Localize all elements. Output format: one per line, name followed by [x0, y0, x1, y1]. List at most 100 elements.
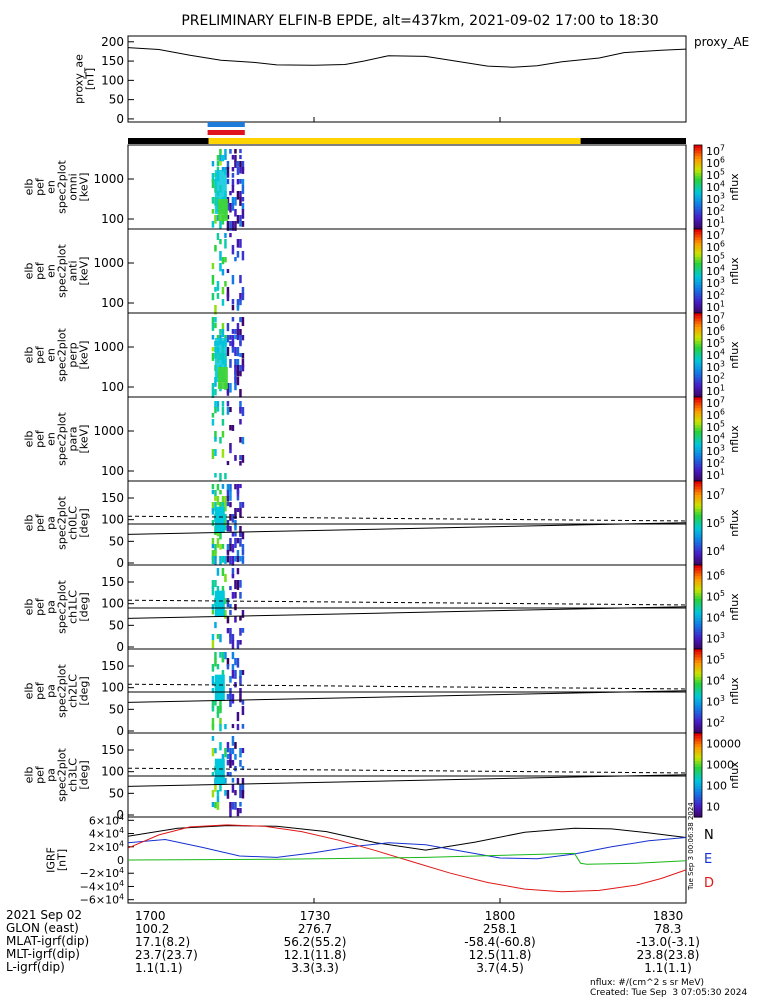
spectrogram-pixel: [211, 580, 215, 590]
spec-omni-colorbar-cell: [694, 156, 702, 160]
spectrogram-pixel: [214, 652, 217, 660]
spec-perp-colorbar-cell: [694, 371, 702, 376]
spec-para-colorbar-cell: [694, 467, 702, 471]
pa-ch3LC-colorbar-cell: [694, 758, 702, 762]
spec-perp-colorbar-cell: [694, 366, 702, 370]
spec-perp-colorbar-cell: [694, 318, 702, 322]
spectrogram-pixel: [239, 670, 242, 678]
spec-anti-colorbar-cell: [694, 307, 702, 311]
spec-anti-ylabel-3: spec2plot: [56, 244, 69, 298]
spec-anti-colorbar-cell: [694, 285, 702, 289]
spectrogram-pixel: [239, 461, 242, 466]
spec-anti-colorbar-cell: [694, 293, 702, 297]
spec-para-colorbar-cell: [694, 416, 702, 420]
pa-ch0LC-ytick-label: 150: [101, 491, 124, 505]
pa-ch0LC-colorbar-cell: [694, 553, 702, 558]
spec-omni-colorbar-cell: [694, 215, 702, 219]
spectrogram-pixel: [229, 538, 232, 545]
pa-ch2LC-colorbar-cell: [694, 665, 702, 670]
spec-perp-colorbar-tick: 107: [706, 312, 725, 326]
pa-ch1LC-colorbar-tick: 103: [706, 631, 725, 645]
spec-omni-colorbar-cell: [694, 184, 702, 188]
proxy-ae-ylabel-1: [nT]: [84, 68, 97, 90]
spec-omni-colorbar-cell: [694, 223, 702, 227]
proxy-ae-ytick-label: 50: [109, 93, 124, 107]
spectrogram-pixel: [239, 538, 242, 547]
spectrogram-pixel: [236, 508, 240, 513]
spectrogram-pixel: [226, 389, 230, 396]
igrf-ytick-label: −6×104: [80, 892, 124, 906]
spectrogram-pixel: [236, 323, 240, 331]
igrf-series-N: [127, 825, 687, 851]
created-timestamp: Created: Tue Sep 3 07:05:30 2024: [590, 988, 748, 998]
spectrogram-pixel: [239, 808, 242, 814]
spectrogram-pixel: [224, 520, 227, 530]
footer-row-2-value: 56.2(55.2): [284, 935, 347, 949]
spec-perp-colorbar-tick: 105: [706, 336, 725, 350]
spectrogram-pixel: [239, 179, 242, 184]
pa-ch2LC-ytick-label: 150: [101, 659, 124, 673]
pa-ch2LC-colorbar-tick: 105: [706, 652, 725, 666]
spectrogram-pixel: [234, 538, 237, 548]
spectrogram-pixel: [239, 640, 242, 645]
pa-ch0LC-colorbar-cell: [694, 495, 702, 499]
spectrogram-pixel: [234, 197, 237, 206]
pa-ch2LC-colorbar-cell: [694, 699, 702, 703]
spectrogram-pixel: [214, 449, 217, 456]
pa-ch1LC-colorbar-cell: [694, 565, 702, 569]
spec-perp-ylabel-5: [keV]: [78, 341, 91, 370]
pa-ch1LC-loss-cone-dashed: [127, 599, 687, 606]
spectrogram-pixel: [226, 550, 230, 556]
pa-ch1LC-colorbar-cell: [694, 593, 702, 597]
pa-ch2LC-colorbar-cell: [694, 651, 702, 656]
pa-ch2LC-colorbar-cell: [694, 649, 702, 653]
pa-ch3LC-colorbar-cell: [694, 738, 702, 742]
blue-marker: [207, 122, 245, 127]
spec-perp-colorbar-cell: [694, 327, 702, 331]
pa-ch3LC-ylabel-3: spec2plot: [56, 748, 69, 802]
pa-ch1LC-ytick-label: 100: [101, 597, 124, 611]
spectrogram-pixel: [211, 413, 215, 418]
spectrogram-pixel: [216, 155, 220, 161]
spectrogram-pixel: [216, 712, 220, 718]
spectrogram-pixel: [219, 742, 222, 751]
spectrogram-pixel: [211, 275, 215, 285]
spectrogram-pixel: [226, 215, 230, 220]
spectrogram-pixel: [241, 628, 245, 633]
spec-para-colorbar-cell: [694, 411, 702, 415]
spectrogram-pixel: [216, 664, 220, 670]
spectrogram-pixel: [239, 628, 242, 636]
spectrogram-pixel: [224, 233, 227, 238]
spectrogram-pixel: [219, 161, 222, 166]
pa-ch3LC-colorbar-cell: [694, 786, 702, 790]
spec-perp-colorbar-cell: [694, 360, 702, 364]
spectrogram-pixel: [234, 526, 237, 531]
spectrogram-pixel: [241, 221, 245, 227]
pa-ch3LC-colorbar-cell: [694, 803, 702, 807]
pa-ch1LC-colorbar-cell: [694, 590, 702, 594]
spec-para-ylabel-2: en: [45, 432, 58, 446]
pa-ch1LC-colorbar-cell: [694, 584, 702, 588]
spectrogram-pixel: [226, 694, 230, 700]
pa-ch2LC-ylabel-4: ch2LC: [67, 674, 80, 708]
spectrogram-pixel: [224, 257, 227, 263]
pa-ch0LC-colorbar-cell: [694, 537, 702, 541]
spec-omni-colorbar-cell: [694, 164, 702, 168]
spec-omni-ylabel-0: elb: [23, 179, 36, 196]
spectrogram-pixel: [219, 155, 222, 163]
spectrogram-pixel: [239, 784, 242, 792]
spec-omni-colorbar-cell: [694, 198, 702, 202]
pa-ch0LC-colorbar-cell: [694, 562, 702, 566]
spectrogram-pixel: [229, 700, 232, 708]
spec-para-colorbar-cell: [694, 441, 702, 446]
spectrogram-pixel: [231, 748, 235, 755]
spec-omni-colorbar-cell: [694, 181, 702, 185]
spectrogram-pixel: [239, 155, 242, 160]
footer-row-2-value: 17.1(8.2): [135, 935, 190, 949]
spectrogram-pixel: [236, 239, 240, 248]
spectrogram-pixel: [236, 538, 240, 544]
spectrogram-pixel: [236, 640, 240, 650]
spectrogram-pixel: [236, 724, 240, 731]
spectrogram-pixel: [229, 490, 232, 497]
spectrogram-pixel: [234, 335, 237, 340]
